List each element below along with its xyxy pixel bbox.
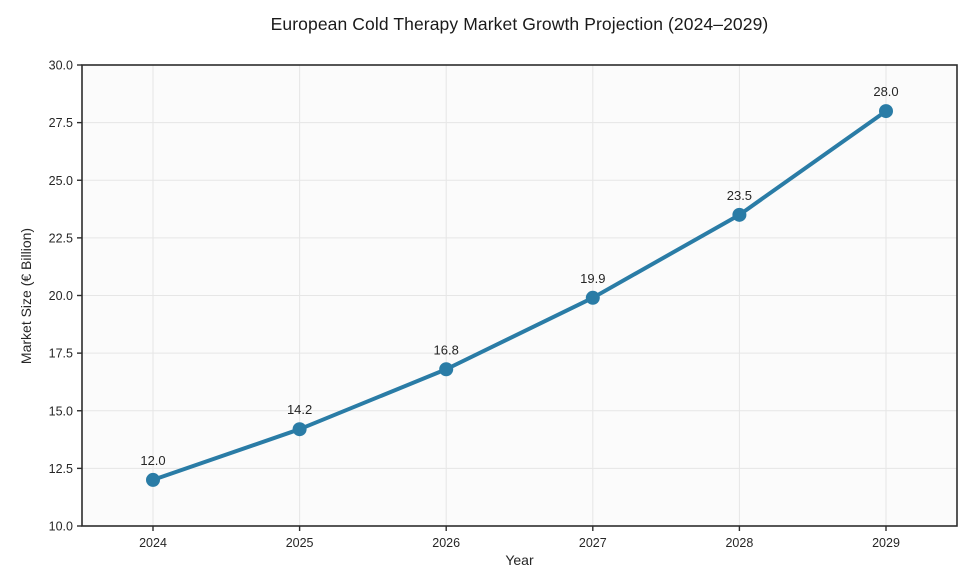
y-axis-label: Market Size (€ Billion) [18,227,34,365]
y-tick-label: 22.5 [49,231,73,245]
data-point-label: 14.2 [287,402,312,417]
y-tick-label: 12.5 [49,462,73,476]
x-tick-label: 2025 [286,536,314,550]
y-tick-label: 15.0 [49,404,73,418]
data-point [879,104,893,119]
data-point-label: 28.0 [873,84,898,99]
data-point [292,422,307,437]
x-tick-label: 2027 [579,536,607,550]
trend-line [151,109,888,482]
y-tick-label: 10.0 [49,520,73,534]
y-tick-label: 25.0 [49,174,73,188]
data-point-label: 23.5 [727,188,752,203]
x-tick-label: 2026 [432,536,460,550]
y-tick-label: 30.0 [49,59,73,73]
chart-title: European Cold Therapy Market Growth Proj… [270,14,769,34]
data-point [439,362,454,377]
data-point-label: 19.9 [580,271,605,286]
x-tick-label: 2028 [725,536,753,550]
x-axis-label: Year [505,552,534,568]
x-tick-label: 2029 [872,536,900,550]
data-point-label: 16.8 [434,342,459,357]
y-tick-label: 27.5 [49,116,73,130]
data-point [146,472,160,487]
x-tick-label: 2024 [139,536,167,550]
y-tick-label: 17.5 [49,347,73,361]
y-tick-label: 20.0 [49,289,73,303]
data-point-label: 12.0 [140,453,165,468]
data-point [585,290,600,305]
data-point [732,207,747,222]
